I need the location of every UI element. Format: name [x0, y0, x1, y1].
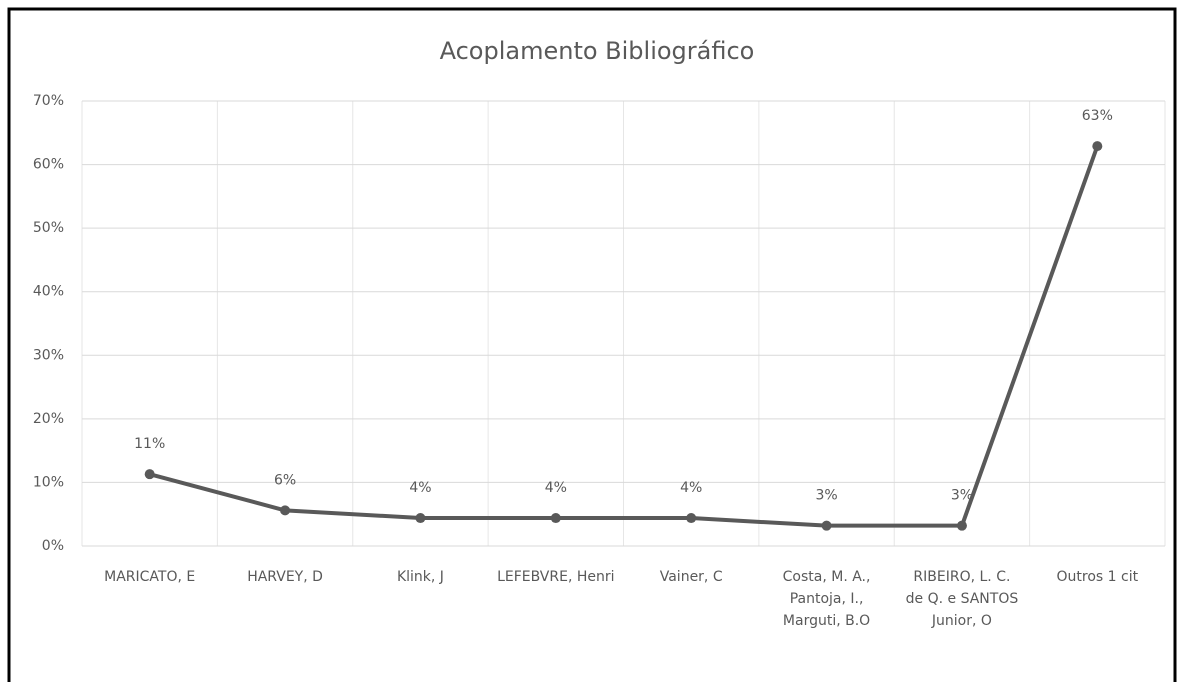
x-tick-label: LEFEBVRE, Henri — [497, 569, 615, 585]
y-tick-label: 60% — [33, 157, 64, 173]
marker — [686, 513, 697, 524]
chart-title: Acoplamento Bibliográfico — [440, 37, 755, 65]
x-tick-label: HARVEY, D — [247, 569, 323, 585]
x-tick-label: Costa, M. A., Pantoja, I., Marguti, B.O — [782, 569, 871, 629]
marker — [415, 513, 426, 524]
marker — [550, 513, 561, 524]
marker — [1092, 141, 1103, 152]
x-tick-label: MARICATO, E — [104, 569, 196, 585]
marker — [821, 520, 832, 531]
data-label: 6% — [274, 472, 296, 488]
data-label: 4% — [409, 480, 431, 496]
y-tick-label: 10% — [33, 474, 64, 490]
y-tick-label: 0% — [42, 538, 64, 554]
data-label: 4% — [545, 480, 567, 496]
data-label: 3% — [951, 488, 973, 504]
marker — [280, 505, 291, 516]
x-tick-label: Outros 1 cit — [1056, 569, 1139, 585]
data-label: 4% — [680, 480, 702, 496]
chart-frame — [7, 7, 1177, 682]
data-label: 63% — [1082, 108, 1113, 124]
y-tick-label: 30% — [33, 347, 64, 363]
y-tick-label: 40% — [33, 284, 64, 300]
y-tick-label: 70% — [33, 93, 64, 109]
y-tick-label: 20% — [33, 411, 64, 427]
x-tick-label: RIBEIRO, L. C. de Q. e SANTOS Junior, O — [905, 569, 1019, 629]
data-label: 11% — [134, 436, 165, 452]
line — [149, 145, 1100, 528]
marker — [144, 469, 155, 480]
x-tick-label: Vainer, C — [659, 569, 723, 585]
data-label: 3% — [815, 488, 837, 504]
x-tick-label: Klink, J — [396, 569, 444, 585]
marker — [956, 520, 967, 531]
y-tick-label: 50% — [33, 220, 64, 236]
